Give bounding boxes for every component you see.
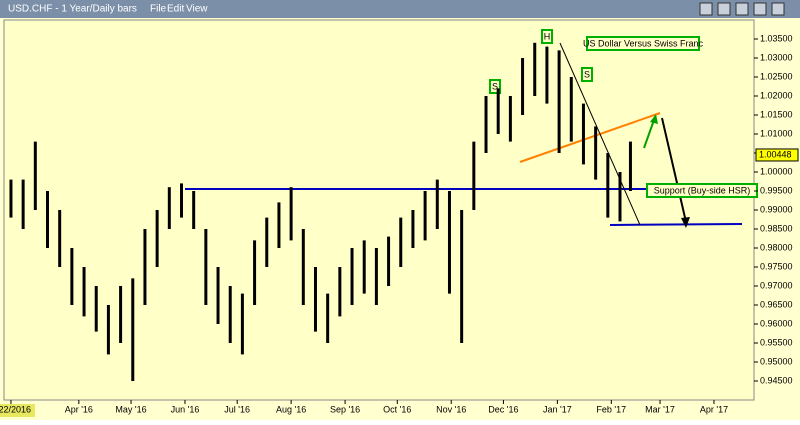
x-tick-label: Jun '16: [171, 404, 200, 414]
x-tick-label: Apr '17: [700, 404, 728, 414]
y-tick-label: 1.00000: [760, 166, 793, 176]
last-price-label: 1.00448: [759, 149, 792, 159]
y-tick-label: 1.03500: [760, 33, 793, 43]
trendline: [559, 42, 641, 226]
menu-item[interactable]: Edit: [167, 4, 184, 15]
x-tick-label: Oct '16: [383, 404, 411, 414]
target-line: [609, 223, 743, 226]
y-tick-label: 1.02500: [760, 71, 793, 81]
x-tick-label: Sep '16: [330, 404, 360, 414]
menu-item[interactable]: File: [150, 4, 167, 15]
x-tick-label: Dec '16: [488, 404, 518, 414]
y-tick-label: 0.96500: [760, 299, 793, 309]
x-tick-label: Feb '17: [596, 404, 626, 414]
plot-area: [3, 19, 755, 401]
annotation-box: [581, 67, 593, 82]
y-tick-label: 1.01000: [760, 128, 793, 138]
x-tick-label: Jul '16: [224, 404, 250, 414]
annotation-text: S: [584, 69, 590, 79]
y-tick-label: 1.02000: [760, 90, 793, 100]
annotation-box: [586, 36, 700, 51]
y-tick-label: 0.94500: [760, 375, 793, 385]
tool-button[interactable]: [717, 2, 731, 16]
y-tick-label: 0.98500: [760, 223, 793, 233]
annotation-box: [541, 29, 553, 44]
x-tick-label: Apr '16: [65, 404, 93, 414]
tool-button[interactable]: [699, 2, 713, 16]
title-bar: [0, 0, 800, 18]
arrow-head: [650, 114, 658, 124]
target-arrow: [661, 117, 687, 223]
arrow-head: [681, 217, 690, 228]
y-tick-label: 0.98000: [760, 242, 793, 252]
y-tick-label: 0.97000: [760, 280, 793, 290]
neckline: [519, 112, 661, 163]
y-tick-label: 1.03000: [760, 52, 793, 62]
y-tick-label: 0.99500: [760, 185, 793, 195]
x-tick-label: Aug '16: [276, 404, 306, 414]
y-tick-label: 0.97500: [760, 261, 793, 271]
x-tick-label: Nov '16: [436, 404, 466, 414]
annotation-text: S: [492, 81, 498, 91]
tool-button[interactable]: [771, 2, 785, 16]
x-tick-label: Jan '17: [543, 404, 572, 414]
breakout-arrow: [643, 119, 655, 149]
toolbar: [699, 2, 785, 16]
x-tick-label: May '16: [115, 404, 146, 414]
y-tick-label: 1.01500: [760, 109, 793, 119]
annotation-text: H: [544, 31, 551, 41]
tool-button[interactable]: [735, 2, 749, 16]
annotation-text: US Dollar Versus Swiss Franc: [583, 38, 704, 48]
window-title: USD.CHF - 1 Year/Daily bars: [8, 4, 137, 15]
x-tick-label: 2/22/2016: [0, 404, 31, 414]
annotation-text: Support (Buy-side HSR): [654, 185, 751, 195]
y-tick-label: 0.95500: [760, 337, 793, 347]
y-tick-label: 0.96000: [760, 318, 793, 328]
x-tick-label: Mar '17: [645, 404, 675, 414]
tool-button[interactable]: [753, 2, 767, 16]
last-price-box: [755, 148, 799, 162]
y-tick-label: 0.95000: [760, 356, 793, 366]
date-highlight: [0, 404, 35, 417]
y-tick-label: 0.99000: [760, 204, 793, 214]
menu-item[interactable]: View: [186, 4, 208, 15]
annotation-box: [489, 79, 501, 94]
